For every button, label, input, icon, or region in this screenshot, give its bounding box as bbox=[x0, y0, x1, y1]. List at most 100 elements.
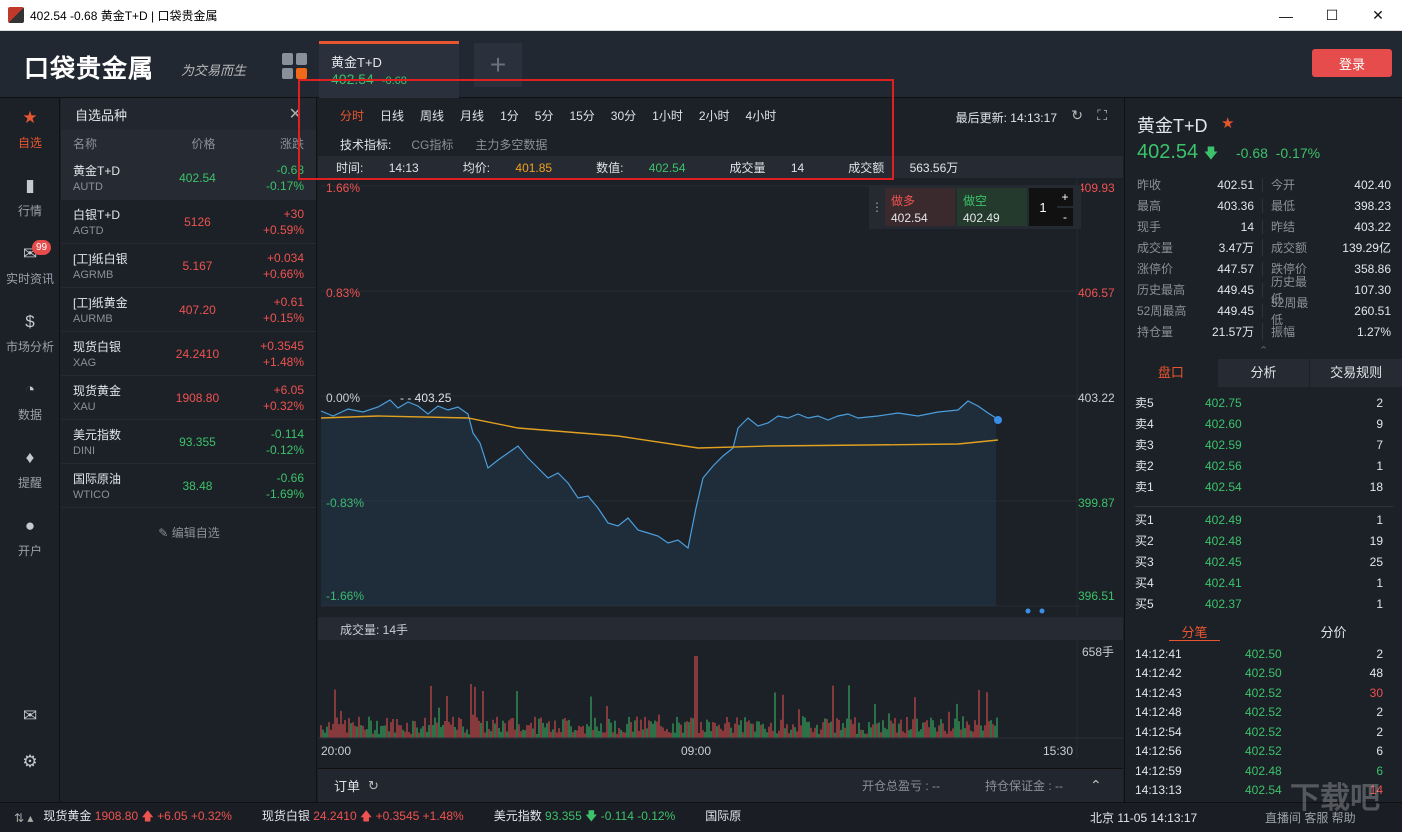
period-tab-7[interactable]: 30分 bbox=[610, 108, 637, 123]
indicator-cg[interactable]: CG指标 bbox=[411, 137, 454, 152]
title-bar: 402.54 -0.68 黄金T+D | 口袋贵金属 — ☐ ✕ bbox=[0, 0, 1402, 31]
nav-item-4[interactable]: ◔ 数据 bbox=[17, 379, 42, 422]
orders-bar[interactable]: 订单 ↻ 开仓总盈亏 : -- 持仓保证金 : -- ⌃ bbox=[318, 768, 1123, 802]
edit-watchlist-button[interactable]: ✎ 编辑自选 bbox=[158, 526, 220, 540]
period-tab-8[interactable]: 1小时 bbox=[652, 108, 683, 123]
period-tab-10[interactable]: 4小时 bbox=[745, 108, 777, 123]
drag-handle-icon[interactable]: ⋮⋮ bbox=[871, 200, 895, 214]
book-row[interactable]: 卖5 402.75 2 bbox=[1135, 395, 1383, 411]
tab-gold-td[interactable]: 黄金T+D 402.54 -0.68 bbox=[319, 41, 459, 98]
watchlist-title: 自选品种 bbox=[75, 107, 128, 123]
tick-row: 14:12:41 402.50 2 bbox=[1135, 646, 1383, 661]
chevron-up-icon[interactable]: ⌃ bbox=[1259, 345, 1269, 357]
stat-row: 昨收 402.51 今开 402.40 bbox=[1137, 177, 1391, 192]
watchlist-row[interactable]: 现货白银 XAG 24.2410 +0.3545 +1.48% bbox=[61, 332, 316, 376]
watchlist-row[interactable]: [工]纸黄金 AURMB 407.20 +0.61 +0.15% bbox=[61, 288, 316, 332]
tick-tabs: 分笔 分价 bbox=[1125, 620, 1402, 646]
stat-row: 最高 403.36 最低 398.23 bbox=[1137, 198, 1391, 213]
decrement-button[interactable]: - bbox=[1057, 208, 1073, 226]
close-button[interactable]: ✕ bbox=[1372, 7, 1384, 23]
nav-item-1[interactable]: ▮ 行情 bbox=[17, 175, 42, 218]
gear-icon[interactable]: ⚙ bbox=[22, 752, 38, 771]
nav-item-0[interactable]: ★ 自选 bbox=[17, 107, 42, 150]
book-row[interactable]: 买4 402.41 1 bbox=[1135, 575, 1383, 591]
watchlist-row[interactable]: 黄金T+D AUTD 402.54 -0.68 -0.17% bbox=[61, 156, 316, 200]
settings-toggle-icon[interactable]: ⇅ ▴ bbox=[14, 810, 34, 825]
sell-short-button[interactable]: 做空 402.49 bbox=[957, 188, 1027, 226]
user-icon: ● bbox=[24, 515, 36, 535]
nav-item-2[interactable]: ✉ 实时资讯 99 bbox=[5, 240, 54, 286]
tick-row: 14:12:42 402.50 48 bbox=[1135, 666, 1383, 681]
mail-icon[interactable]: ✉ bbox=[22, 706, 38, 725]
price-label: 396.51 bbox=[1078, 589, 1115, 603]
nav-item-5[interactable]: ♦ 提醒 bbox=[17, 447, 42, 490]
period-tab-9[interactable]: 2小时 bbox=[698, 108, 730, 123]
quote-panel: 黄金T+D ★ 402.54 🡇 -0.68 -0.17% 昨收 402.51 今开… bbox=[1124, 98, 1402, 802]
pie-icon: ◔ bbox=[24, 379, 36, 399]
star-icon[interactable]: ★ bbox=[1221, 115, 1235, 132]
period-tabs: 分时 日线 周线 月线 1分 5分 15分 30分 1小时 2小时 4小时 bbox=[318, 98, 1123, 132]
stat-row: 持仓量 21.57万 振幅 1.27% bbox=[1137, 323, 1391, 340]
tick-tab-0[interactable]: 分笔 bbox=[1125, 620, 1264, 646]
tick-list: 14:12:41 402.50 2 14:12:42 402.50 48 14:12:43 4… bbox=[1135, 644, 1393, 800]
bar-chart-icon: ▮ bbox=[25, 175, 35, 195]
notification-badge: 99 bbox=[32, 240, 52, 255]
quote-tab-0[interactable]: 盘口 bbox=[1125, 359, 1218, 387]
ticker-item[interactable]: 现货白银 24.2410 🡅 +0.3545 +1.48% bbox=[261, 809, 464, 823]
increment-button[interactable]: + bbox=[1057, 188, 1073, 206]
nav-item-3[interactable]: $ 市场分析 bbox=[5, 311, 54, 354]
x-tick-label: 15:30 bbox=[1043, 744, 1073, 758]
login-button[interactable]: 登录 bbox=[1312, 49, 1392, 77]
bell-icon: ♦ bbox=[25, 447, 35, 467]
book-row[interactable]: 买3 402.45 25 bbox=[1135, 554, 1383, 570]
book-row[interactable]: 卖4 402.60 9 bbox=[1135, 416, 1383, 432]
quote-tab-2[interactable]: 交易规则 bbox=[1310, 359, 1402, 387]
watchlist-row[interactable]: 现货黄金 XAU 1908.80 +6.05 +0.32% bbox=[61, 376, 316, 420]
star-icon: ★ bbox=[22, 107, 38, 127]
period-tab-0[interactable]: 分时 bbox=[340, 108, 365, 123]
ticker-item[interactable]: 现货黄金 1908.80 🡅 +6.05 +0.32% bbox=[43, 809, 232, 823]
ticker-item[interactable]: 国际原 bbox=[705, 809, 742, 823]
minimize-button[interactable]: — bbox=[1279, 7, 1293, 24]
app-logo: 口袋贵金属 bbox=[24, 54, 155, 83]
money-icon: $ bbox=[25, 311, 35, 331]
watchlist-row[interactable]: 国际原油 WTICO 38.48 -0.66 -1.69% bbox=[61, 464, 316, 508]
fullscreen-icon[interactable]: ⛶ bbox=[1097, 107, 1107, 123]
period-tab-2[interactable]: 周线 bbox=[420, 108, 445, 123]
period-tab-1[interactable]: 日线 bbox=[380, 108, 405, 123]
tick-tab-1[interactable]: 分价 bbox=[1320, 625, 1347, 640]
quick-trade-panel: ⋮⋮ 做多 402.54 做空 402.49 1 + - bbox=[869, 185, 1081, 229]
period-tab-3[interactable]: 月线 bbox=[460, 108, 485, 123]
watchlist-header: 自选品种 ✕ bbox=[61, 98, 316, 130]
buy-long-button[interactable]: 做多 402.54 bbox=[885, 188, 955, 226]
book-row[interactable]: 买1 402.49 1 bbox=[1135, 512, 1383, 528]
book-row[interactable]: 买2 402.48 19 bbox=[1135, 533, 1383, 549]
period-tab-6[interactable]: 15分 bbox=[569, 108, 595, 123]
tick-row: 14:12:43 402.52 30 bbox=[1135, 685, 1383, 700]
watchlist-row[interactable]: 白银T+D AGTD 5126 +30 +0.59% bbox=[61, 200, 316, 244]
app-slogan: 为交易而生 bbox=[181, 64, 247, 79]
avg-line bbox=[320, 415, 999, 449]
ticker-item[interactable]: 美元指数 93.355 🡇 -0.114 -0.12% bbox=[493, 809, 676, 823]
indicator-main-force[interactable]: 主力多空数据 bbox=[475, 137, 548, 152]
watchlist-row[interactable]: [工]纸白银 AGRMB 5.167 +0.034 +0.66% bbox=[61, 244, 316, 288]
book-row[interactable]: 卖3 402.59 7 bbox=[1135, 437, 1383, 453]
period-tab-4[interactable]: 1分 bbox=[500, 108, 519, 123]
refresh-icon[interactable]: ↻ bbox=[368, 777, 379, 793]
maximize-button[interactable]: ☐ bbox=[1325, 7, 1339, 23]
quantity-input[interactable]: 1 bbox=[1029, 188, 1057, 226]
intraday-chart[interactable]: 1.66% 409.93 0.83% 406.57 0.00% 403.22 -0.83% 3… bbox=[318, 178, 1123, 768]
chevron-up-icon[interactable]: ⌃ bbox=[1090, 777, 1102, 793]
quote-tabs: 盘口 分析 交易规则 bbox=[1125, 359, 1402, 387]
help-links[interactable]: 直播间 客服 帮助 bbox=[1265, 811, 1356, 825]
period-tab-5[interactable]: 5分 bbox=[534, 108, 554, 123]
watchlist-row[interactable]: 美元指数 DINI 93.355 -0.114 -0.12% bbox=[61, 420, 316, 464]
book-row[interactable]: 卖1 402.54 18 bbox=[1135, 479, 1383, 495]
refresh-icon[interactable]: ↻ bbox=[1071, 107, 1083, 123]
grid-menu-icon[interactable] bbox=[282, 53, 308, 79]
watermark: 下载吧 bbox=[1290, 782, 1380, 815]
book-row[interactable]: 卖2 402.56 1 bbox=[1135, 458, 1383, 474]
book-row[interactable]: 买5 402.37 1 bbox=[1135, 596, 1383, 612]
quote-tab-1[interactable]: 分析 bbox=[1218, 359, 1311, 387]
nav-item-6[interactable]: ● 开户 bbox=[17, 515, 42, 558]
